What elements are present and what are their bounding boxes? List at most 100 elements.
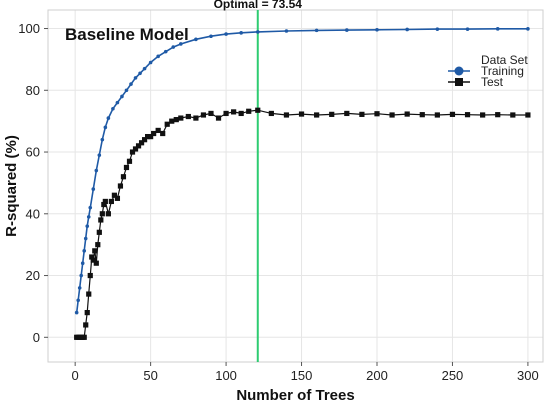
y-axis-title: R-squared (%) [3,135,20,237]
data-point-test [480,112,486,118]
data-point-test [138,140,145,146]
data-point-test [223,110,229,117]
data-point-test [215,115,222,121]
legend-training-marker [454,66,464,76]
x-axis-title: Number of Trees [236,387,354,404]
data-point-test [145,133,151,140]
data-point-training [171,45,176,49]
data-point-test [164,121,170,127]
data-point-test [135,143,142,149]
data-point-test [92,248,98,254]
data-point-test [449,111,456,117]
data-point-test [255,107,261,113]
data-point-test [151,130,157,137]
data-point-training [79,273,84,278]
data-point-training [435,27,440,31]
data-point-test [96,229,102,235]
data-point-test [434,112,440,118]
x-axis-ticks: 0 50 100 150 200 250 300 [72,362,539,383]
data-point-test [314,112,320,118]
data-point-training [91,187,96,191]
data-point-test [105,211,111,217]
data-point-training [77,286,82,290]
data-point-test [359,111,365,117]
data-point-test [389,112,395,118]
data-point-training [88,205,93,210]
series-layer [74,27,531,340]
data-point-training [74,310,79,315]
y-tick-label: 100 [18,21,40,36]
data-point-training [224,32,228,36]
data-point-test [155,127,161,134]
data-point-training [82,249,87,253]
data-point-test [87,272,93,279]
data-point-training [314,28,319,33]
data-point-training [284,29,289,33]
x-tick-label: 0 [72,368,79,383]
data-point-test [117,183,124,189]
data-point-training [94,168,99,173]
x-tick-label: 250 [442,368,464,383]
data-point-training [111,107,115,111]
data-point-training [138,71,142,76]
legend-test-marker [455,78,463,86]
legend: Data Set Training Test [448,53,528,89]
data-point-training [156,54,160,59]
data-point-training [129,82,133,86]
data-point-training [83,236,88,241]
data-point-test [374,111,380,117]
y-tick-label: 80 [26,83,40,98]
data-point-test [231,109,237,115]
data-point-test [160,130,166,137]
legend-entry-training: Training [481,64,524,78]
data-point-test [81,334,87,340]
data-point-test [208,110,214,117]
y-tick-label: 0 [33,330,40,345]
data-point-training [148,60,153,65]
data-point-test [404,111,410,117]
data-point-training [239,31,243,35]
data-point-training [85,224,90,228]
data-point-test [193,115,199,121]
data-point-test [102,198,108,205]
data-point-test [329,111,335,117]
y-axis-ticks: 0 20 40 60 80 100 [18,21,48,345]
data-point-training [100,137,105,142]
data-point-test [238,110,244,117]
data-point-test [95,242,101,248]
legend-title: Data Set [481,53,528,67]
data-point-training [80,261,85,265]
data-point-test [246,108,252,114]
data-point-test [98,217,104,223]
data-point-test [169,118,175,124]
data-point-test [495,112,501,118]
data-point-test [132,146,139,152]
data-point-training [142,66,147,71]
data-point-training [106,116,111,120]
data-point-test [93,260,99,266]
series-training [74,27,530,315]
reference-layer: Optimal = 73.54 [214,0,302,362]
y-tick-label: 40 [26,206,40,221]
x-tick-label: 200 [366,368,388,383]
data-point-test [525,112,531,118]
data-point-training [97,153,102,157]
data-point-training [209,34,213,39]
data-point-training [526,27,530,31]
data-point-test [120,174,127,180]
data-point-test [108,198,114,205]
series-line-test [76,109,528,338]
y-tick-label: 60 [26,145,40,160]
data-point-test [126,158,133,164]
x-tick-label: 50 [143,368,157,383]
y-tick-label: 20 [26,268,40,283]
data-point-test [89,254,95,260]
data-point-training [255,30,260,34]
data-point-test [200,112,207,118]
data-point-test [344,110,350,117]
data-point-test [114,195,121,201]
x-tick-label: 150 [291,368,313,383]
data-point-test [419,112,425,118]
data-point-training [375,27,379,32]
